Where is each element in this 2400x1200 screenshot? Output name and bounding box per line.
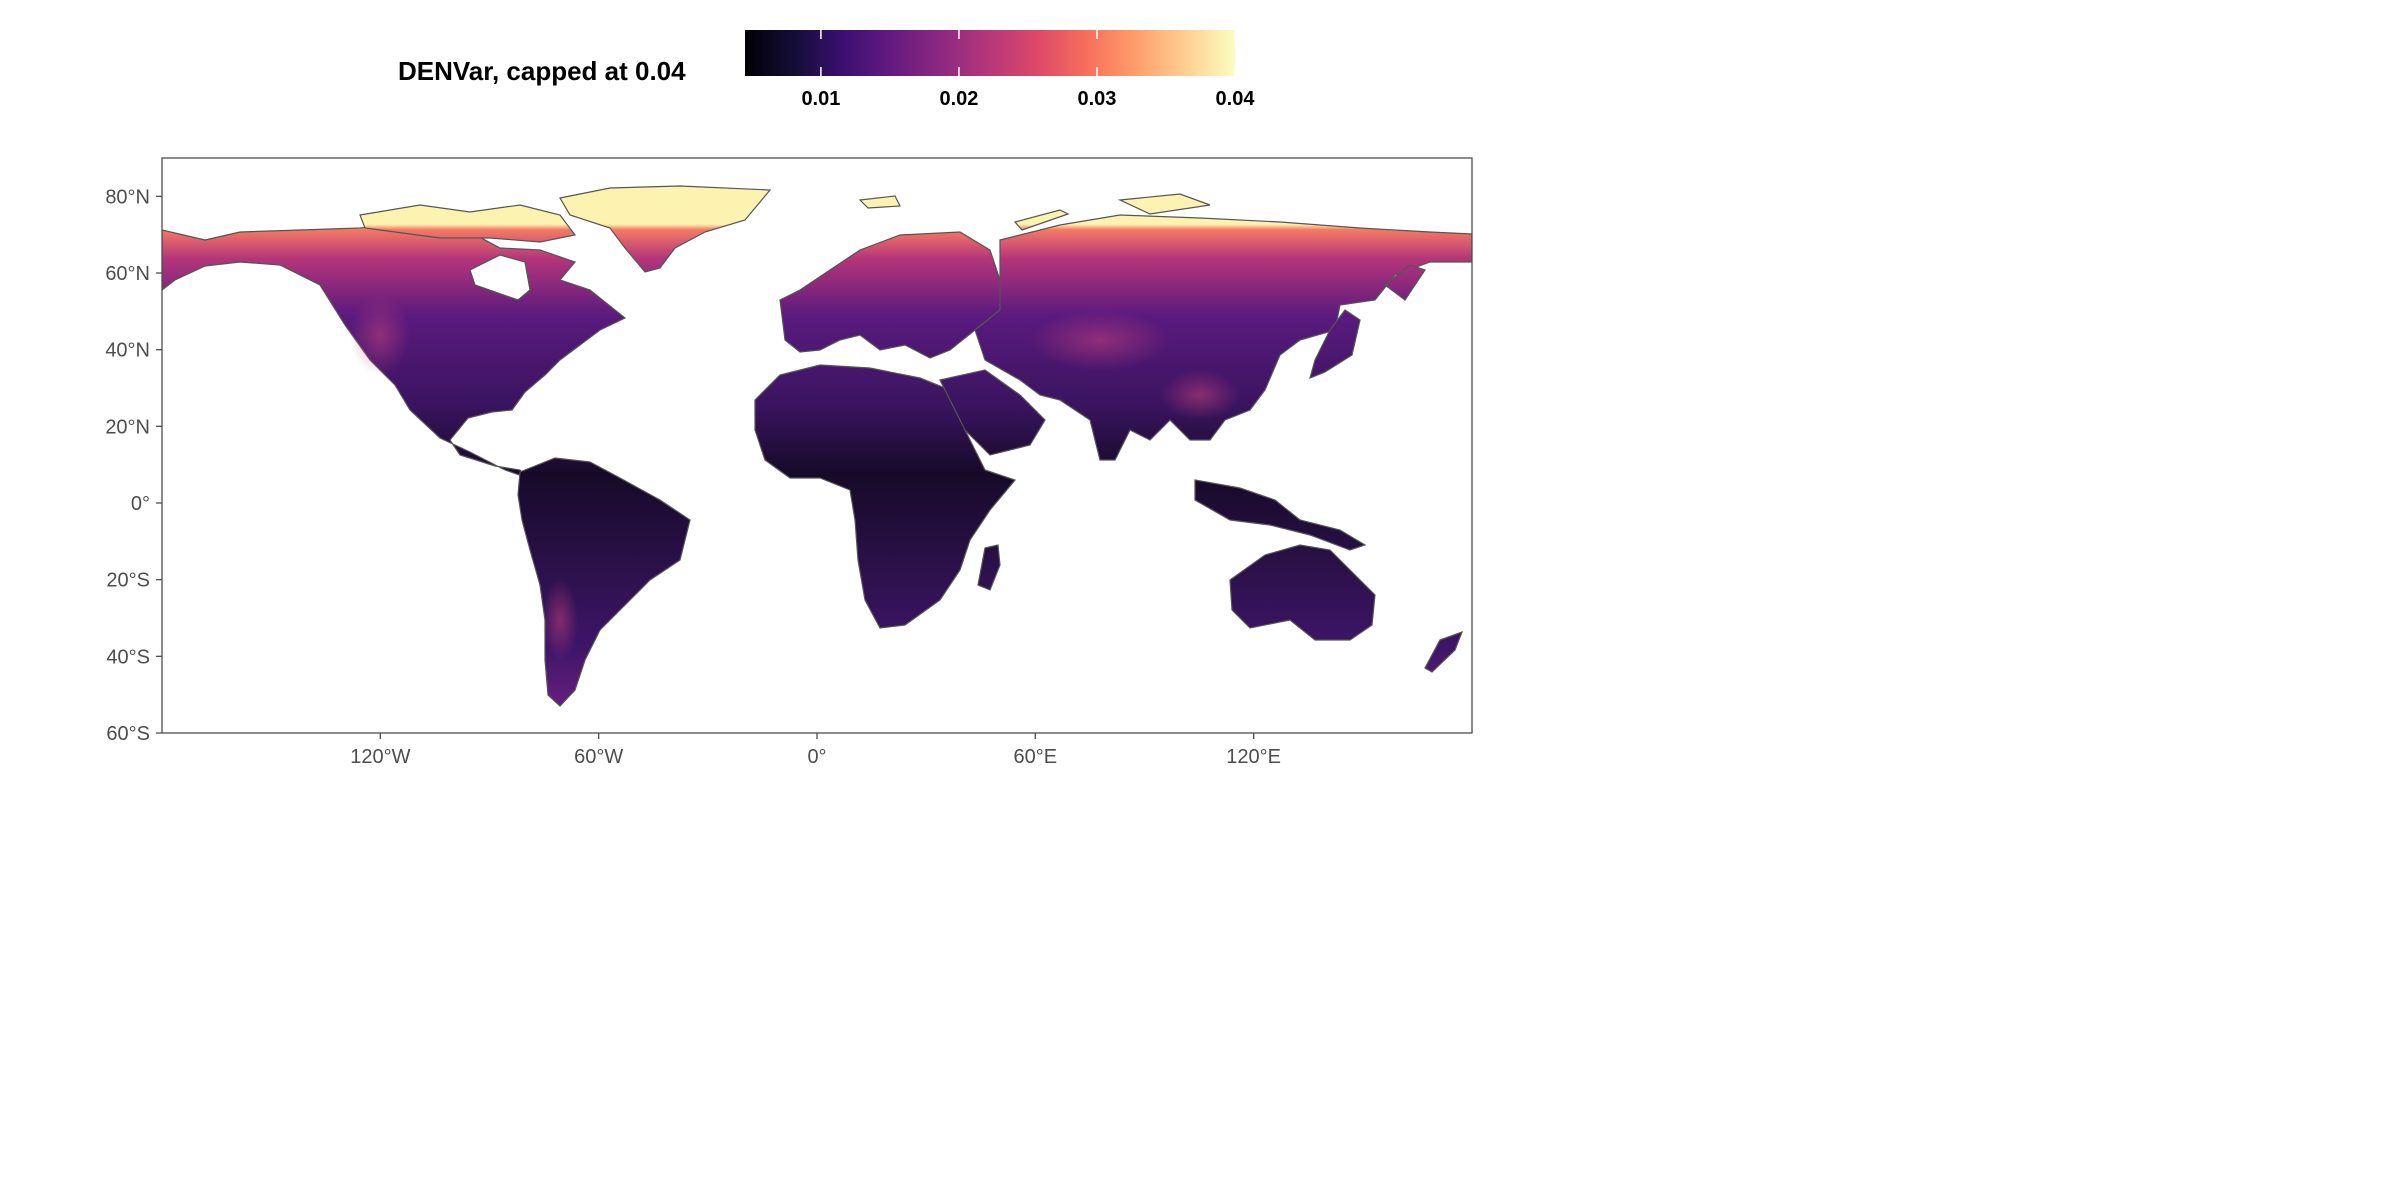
lat-tick-label: 20°N bbox=[105, 416, 150, 438]
lat-tick-label: 40°S bbox=[106, 646, 150, 668]
new-zealand bbox=[1424, 630, 1464, 673]
color-legend: DENVar, capped at 0.04 0.01 0.02 0.03 0.04 bbox=[0, 0, 1545, 130]
japan bbox=[1309, 309, 1361, 380]
svalbard bbox=[858, 195, 901, 209]
latitude-axis: 80°N 60°N 40°N 20°N 0° 20°S 40°S 60°S bbox=[105, 186, 162, 745]
australia bbox=[1229, 544, 1376, 641]
madagascar bbox=[977, 544, 1001, 591]
lon-tick-label: 120°E bbox=[1226, 746, 1281, 768]
legend-title: DENVar, capped at 0.04 bbox=[398, 56, 686, 86]
lon-tick-label: 60°E bbox=[1014, 746, 1058, 768]
lon-tick-label: 120°W bbox=[350, 746, 410, 768]
lat-tick-label: 60°S bbox=[106, 723, 150, 745]
legend-tick-label: 0.03 bbox=[1077, 88, 1117, 110]
europe bbox=[779, 231, 1001, 359]
legend-colorbar bbox=[745, 30, 1235, 76]
legend-tick-label: 0.04 bbox=[1215, 88, 1255, 110]
lat-tick-label: 60°N bbox=[105, 263, 150, 285]
arabia bbox=[939, 369, 1046, 456]
land-masses bbox=[162, 185, 1472, 707]
indonesia bbox=[1194, 479, 1367, 551]
longitude-axis: 120°W 60°W 0° 60°E 120°E bbox=[350, 733, 1281, 768]
legend-tick-label: 0.02 bbox=[939, 88, 979, 110]
severnaya-zemlya bbox=[1117, 193, 1211, 215]
lat-tick-label: 40°N bbox=[105, 340, 150, 362]
legend-tick-label: 0.01 bbox=[801, 88, 841, 110]
kamchatka bbox=[1384, 264, 1426, 301]
lat-tick-label: 20°S bbox=[106, 570, 150, 592]
high-value-regions bbox=[350, 295, 1240, 660]
lat-tick-label: 0° bbox=[131, 493, 150, 515]
lat-tick-label: 80°N bbox=[105, 186, 150, 208]
lon-tick-label: 0° bbox=[807, 746, 826, 768]
canadian-arctic bbox=[359, 204, 577, 243]
world-map: 80°N 60°N 40°N 20°N 0° 20°S 40°S 60°S 120°W 60°W… bbox=[105, 157, 1473, 768]
lon-tick-label: 60°W bbox=[574, 746, 623, 768]
asia bbox=[974, 214, 1472, 461]
hudson-bay bbox=[469, 254, 531, 301]
africa bbox=[754, 364, 1017, 629]
south-america bbox=[517, 457, 691, 707]
greenland bbox=[559, 185, 772, 273]
novaya-zemlya bbox=[1013, 209, 1070, 231]
